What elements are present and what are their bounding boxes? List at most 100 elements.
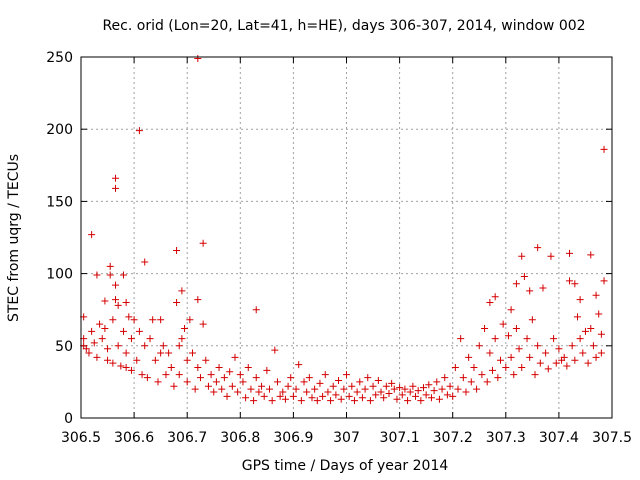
data-point — [409, 382, 417, 390]
data-point — [244, 363, 252, 371]
data-point — [212, 378, 220, 386]
data-point — [475, 342, 483, 350]
data-point — [345, 392, 353, 400]
data-point — [273, 378, 281, 386]
data-point — [544, 365, 552, 373]
data-point — [385, 389, 393, 397]
data-point — [220, 374, 228, 382]
data-point — [279, 388, 287, 396]
data-point — [133, 356, 141, 364]
data-point — [507, 353, 515, 361]
data-point — [350, 397, 358, 405]
data-point — [175, 342, 183, 350]
data-point — [236, 371, 244, 379]
data-point — [531, 371, 539, 379]
data-point — [93, 353, 101, 361]
data-point — [135, 327, 143, 335]
data-point — [154, 378, 162, 386]
data-point — [419, 384, 427, 392]
data-point — [223, 392, 231, 400]
data-point — [157, 316, 165, 324]
data-point — [592, 291, 600, 299]
data-point — [252, 374, 260, 382]
data-point — [374, 376, 382, 384]
data-point — [228, 382, 236, 390]
data-point — [98, 335, 106, 343]
data-point — [114, 342, 122, 350]
data-point — [377, 388, 385, 396]
data-point — [457, 335, 465, 343]
data-point — [266, 385, 274, 393]
data-point — [122, 363, 130, 371]
data-point — [539, 284, 547, 292]
data-point — [435, 395, 443, 403]
data-point — [170, 382, 178, 390]
data-point — [589, 342, 597, 350]
data-point — [382, 382, 390, 390]
data-point — [159, 342, 167, 350]
data-points — [80, 54, 608, 405]
data-point — [337, 395, 345, 403]
data-point — [496, 356, 504, 364]
data-point — [600, 145, 608, 153]
data-point — [250, 397, 258, 405]
data-point — [183, 356, 191, 364]
data-point — [449, 392, 457, 400]
data-point — [127, 335, 135, 343]
data-point — [584, 359, 592, 367]
data-point — [597, 349, 605, 357]
data-point — [372, 391, 380, 399]
data-point — [332, 391, 340, 399]
data-point — [473, 385, 481, 393]
data-point — [189, 349, 197, 357]
data-point — [491, 293, 499, 301]
y-tick-label: 250 — [46, 50, 73, 66]
data-point — [191, 385, 199, 393]
data-point — [112, 281, 120, 289]
data-point — [178, 287, 186, 295]
data-point — [295, 361, 303, 369]
data-point — [247, 385, 255, 393]
data-point — [93, 271, 101, 279]
data-point — [234, 388, 242, 396]
data-point — [520, 272, 528, 280]
data-point — [542, 349, 550, 357]
data-point — [138, 371, 146, 379]
data-point — [388, 379, 396, 387]
data-point — [364, 374, 372, 382]
data-point — [218, 385, 226, 393]
data-point — [186, 316, 194, 324]
data-point — [427, 394, 435, 402]
data-point — [215, 363, 223, 371]
x-tick-label: 307 — [333, 430, 360, 446]
grid-lines — [81, 57, 612, 418]
data-point — [130, 316, 138, 324]
data-point — [135, 127, 143, 135]
data-point — [451, 363, 459, 371]
data-point — [122, 349, 130, 357]
data-point — [85, 349, 93, 357]
data-point — [268, 397, 276, 405]
data-point — [281, 395, 289, 403]
data-point — [178, 335, 186, 343]
data-point — [119, 327, 127, 335]
data-point — [308, 394, 316, 402]
data-point — [122, 298, 130, 306]
data-point — [340, 385, 348, 393]
data-point — [289, 392, 297, 400]
data-point — [566, 277, 574, 285]
data-point — [414, 387, 422, 395]
x-tick-label: 307.1 — [380, 430, 420, 446]
data-point — [446, 382, 454, 390]
data-point — [173, 246, 181, 254]
data-point — [560, 353, 568, 361]
data-point — [462, 388, 470, 396]
data-point — [358, 394, 366, 402]
data-point — [595, 310, 603, 318]
data-point — [555, 345, 563, 353]
data-point — [194, 296, 202, 304]
data-point — [507, 306, 515, 314]
x-tick-label: 306.8 — [220, 430, 260, 446]
data-point — [412, 392, 420, 400]
